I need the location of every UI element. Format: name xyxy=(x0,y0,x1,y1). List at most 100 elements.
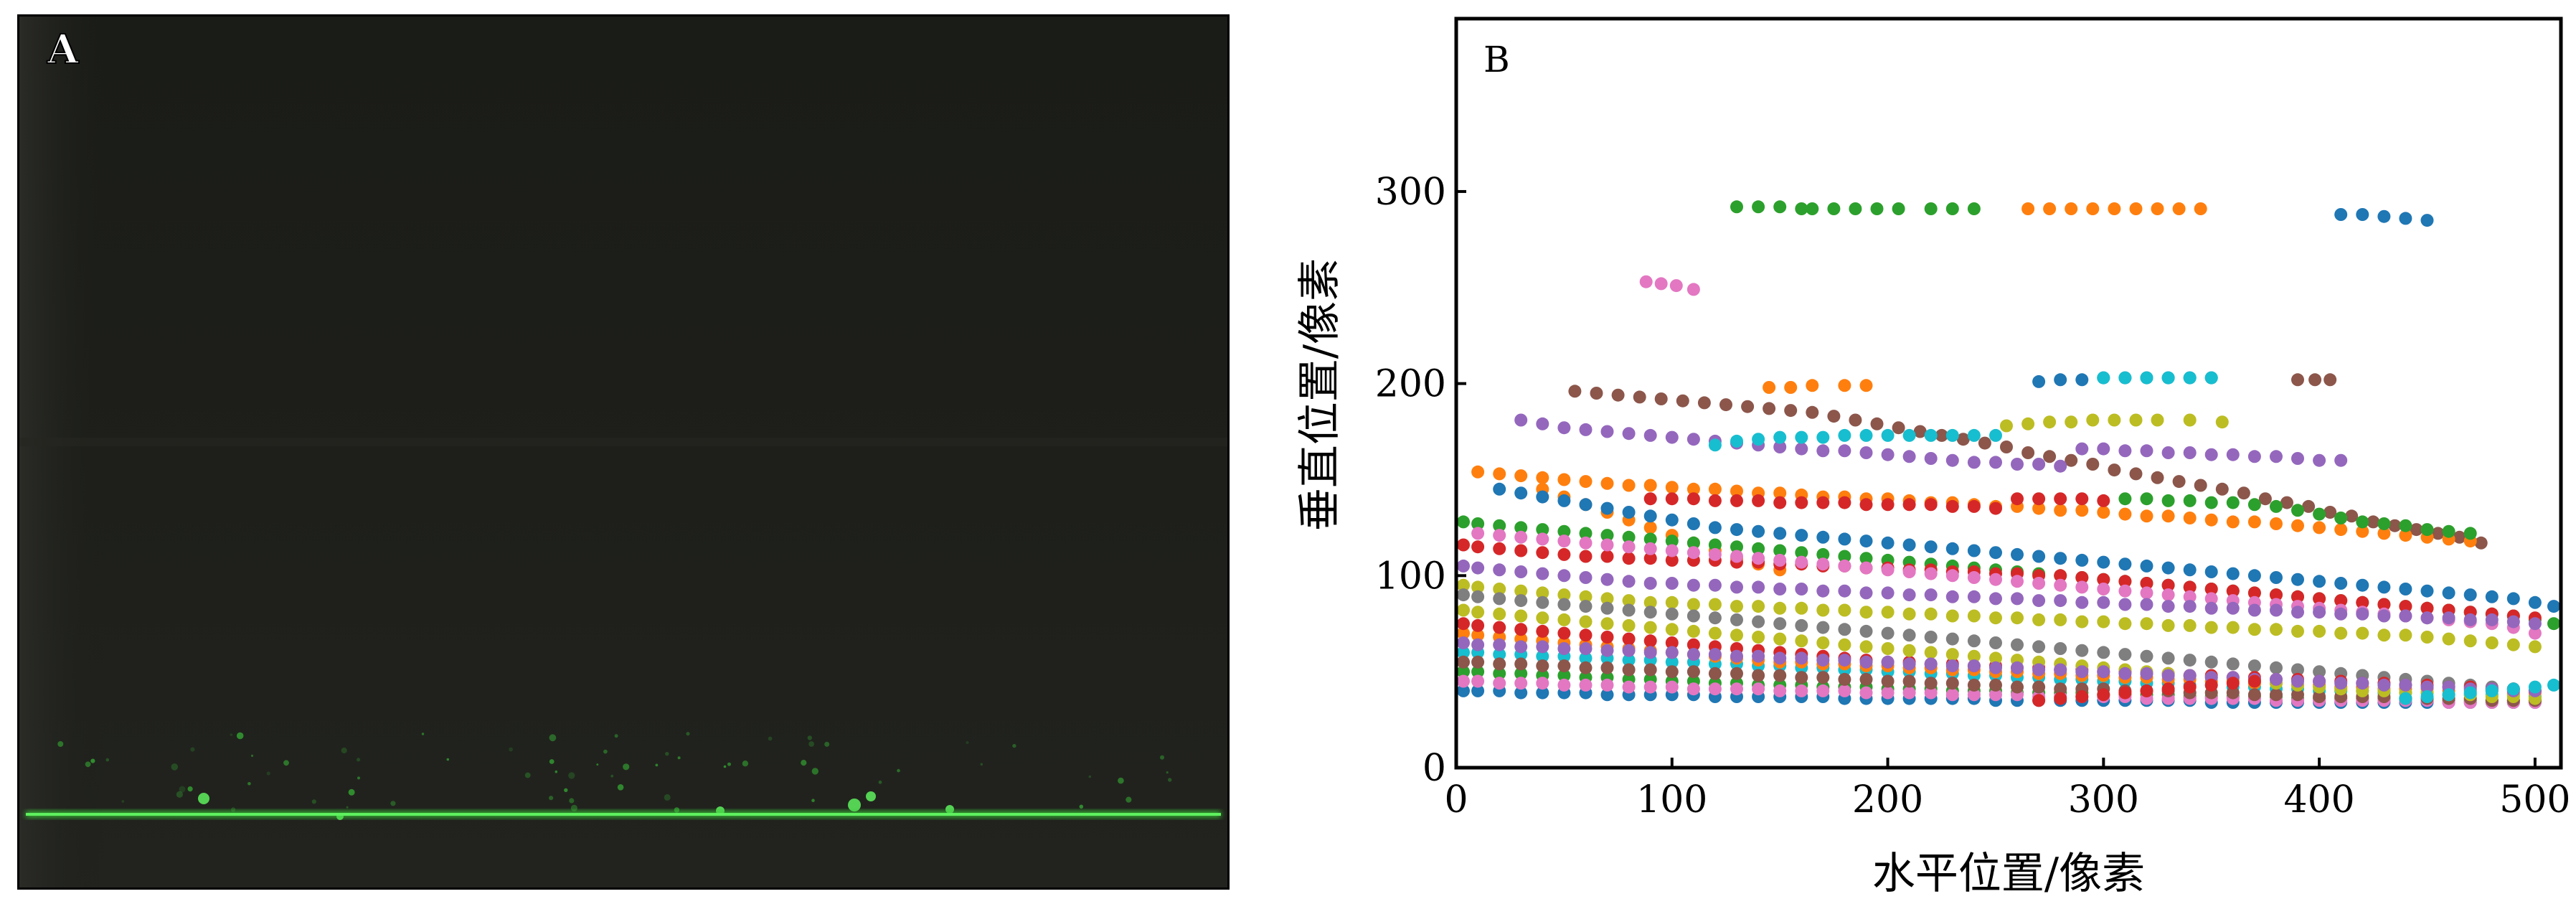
fluorescent-particle xyxy=(390,801,396,806)
data-point xyxy=(1881,626,1895,640)
data-point xyxy=(2528,680,2542,694)
data-point xyxy=(2161,578,2175,592)
data-point xyxy=(2547,617,2560,631)
fluorescent-particle xyxy=(549,796,554,801)
data-point xyxy=(1536,490,1549,504)
data-point xyxy=(1989,502,2002,515)
fluorescent-particle xyxy=(549,734,557,742)
data-point xyxy=(1600,592,1614,606)
data-point xyxy=(1665,577,1679,590)
data-point xyxy=(1773,601,1787,615)
x-tick-label: 0 xyxy=(1444,778,1468,821)
data-point xyxy=(2420,690,2434,703)
data-point xyxy=(1838,532,1851,546)
scatter-chart: 0 100 200 300 400 500 0 100 200 300 B 水平位置/像素 垂直位… xyxy=(1295,17,2571,899)
data-point xyxy=(1784,381,1798,394)
data-point xyxy=(2247,569,2261,583)
data-point xyxy=(2291,452,2304,465)
fluorescent-particle xyxy=(311,799,316,804)
data-point xyxy=(1514,584,1528,598)
data-point xyxy=(1967,428,1981,442)
data-point xyxy=(1622,654,1636,667)
data-point xyxy=(1752,682,1765,696)
data-point xyxy=(1859,624,1873,638)
data-point xyxy=(2420,631,2434,644)
data-point xyxy=(1643,680,1657,694)
fluorescent-particle xyxy=(723,765,727,768)
data-point xyxy=(2140,492,2153,506)
data-point xyxy=(1806,202,1819,215)
data-point xyxy=(1643,577,1657,590)
fluorescent-particle xyxy=(569,798,575,804)
x-tick-label: 400 xyxy=(2283,778,2354,821)
fluorescent-particle xyxy=(564,788,568,793)
data-point xyxy=(1924,677,1938,690)
data-point xyxy=(1471,590,1485,603)
data-point xyxy=(1665,623,1679,636)
data-point xyxy=(1795,442,1808,456)
fluorescent-particle xyxy=(509,747,513,752)
data-point xyxy=(2204,592,2218,606)
fluorescent-particles xyxy=(57,732,1172,820)
data-point xyxy=(2291,606,2304,619)
data-point xyxy=(2485,590,2499,603)
data-point xyxy=(1892,202,1905,215)
fluorescent-particle xyxy=(357,776,360,780)
data-point xyxy=(1708,482,1722,496)
series-7 xyxy=(2291,373,2337,387)
y-axis-label: 垂直位置/像素 xyxy=(1295,258,1345,531)
data-point xyxy=(2356,515,2369,529)
data-point xyxy=(1989,651,2002,665)
data-point xyxy=(2334,523,2348,537)
data-point xyxy=(2075,615,2089,628)
data-point xyxy=(2075,553,2089,567)
data-point xyxy=(1514,640,1528,654)
data-point xyxy=(1579,550,1593,563)
data-point xyxy=(1557,626,1571,640)
fluorescent-particle xyxy=(1126,796,1132,803)
data-point xyxy=(1816,547,1830,561)
fluorescent-particle xyxy=(266,771,270,776)
data-point xyxy=(1514,486,1528,500)
data-point xyxy=(2291,590,2304,603)
data-point xyxy=(1967,544,1981,557)
fluorescent-particle xyxy=(230,733,233,736)
data-point xyxy=(1708,682,1722,696)
data-point xyxy=(2334,453,2348,467)
fluorescent-particle xyxy=(85,761,91,768)
data-point xyxy=(1643,542,1657,555)
data-point xyxy=(1902,674,1916,688)
fluorescent-particle xyxy=(357,758,361,762)
data-point xyxy=(2161,446,2175,459)
data-point xyxy=(2183,618,2197,632)
data-point xyxy=(1816,444,1830,458)
data-point xyxy=(1457,617,1470,631)
data-point xyxy=(1708,521,1722,535)
series-12 xyxy=(1471,465,2477,548)
data-point xyxy=(2011,638,2024,651)
data-point xyxy=(2399,583,2412,595)
data-point xyxy=(2097,688,2110,702)
fluorescent-particle xyxy=(549,759,555,764)
data-point xyxy=(2161,600,2175,613)
data-point xyxy=(1579,423,1593,436)
data-point xyxy=(2226,686,2240,700)
data-point xyxy=(1600,678,1614,692)
data-point xyxy=(2021,202,2035,215)
data-point xyxy=(1557,569,1571,583)
bright-particle xyxy=(198,793,209,804)
data-point xyxy=(2291,688,2304,702)
data-point xyxy=(1493,482,1506,496)
series-33 xyxy=(2399,678,2560,705)
data-point xyxy=(1686,609,1700,623)
data-point xyxy=(2453,530,2466,544)
data-point xyxy=(2161,588,2175,602)
data-point xyxy=(1795,583,1808,595)
data-point xyxy=(2399,519,2412,532)
data-point xyxy=(1924,567,1938,580)
data-point xyxy=(1514,565,1528,578)
data-point xyxy=(1816,496,1830,509)
data-point xyxy=(2270,571,2283,584)
data-point xyxy=(1816,430,1830,444)
data-point xyxy=(2129,467,2143,481)
